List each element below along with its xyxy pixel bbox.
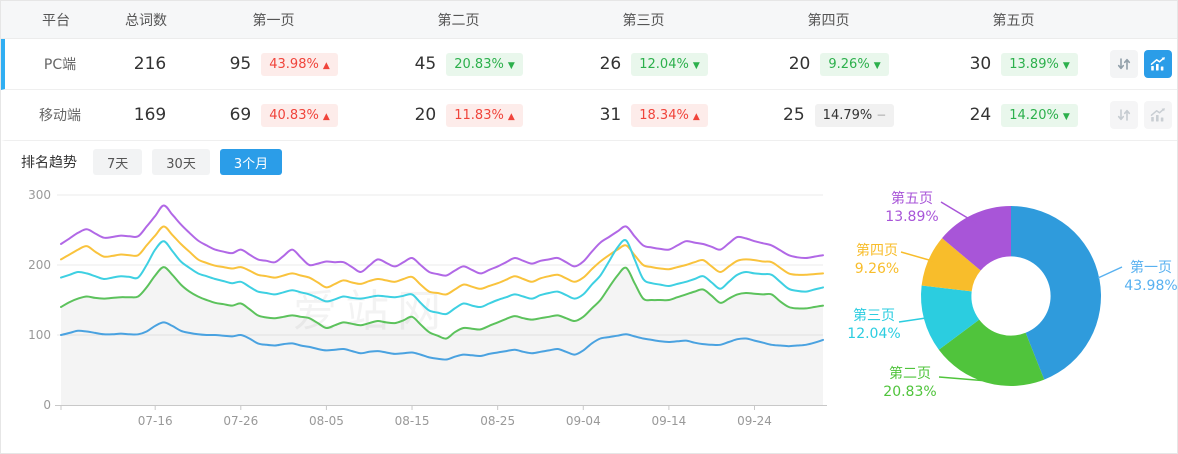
tab-7-days[interactable]: 7天 [93, 149, 143, 175]
total-words-value: 216 [133, 54, 167, 74]
page3-count: 31 [599, 105, 622, 125]
ranking-table: 平台 总词数 第一页 第二页 第三页 第四页 第五页 PC端 216 95 43.… [1, 1, 1177, 141]
donut-label-page2: 第二页 20.83% [883, 366, 937, 401]
svg-text:09-24: 09-24 [737, 414, 772, 428]
donut-label-page4: 第四页 9.26% [854, 243, 900, 278]
page5-count: 24 [969, 105, 992, 125]
header-page5: 第五页 [992, 12, 1035, 29]
header-page3: 第三页 [622, 12, 665, 29]
page3-change-badge: 12.04% ▼ [631, 52, 708, 76]
page4-count: 25 [783, 105, 805, 125]
tab-30-days[interactable]: 30天 [152, 149, 210, 175]
page1-change-badge: 40.83% ▲ [261, 103, 338, 127]
header-page4: 第四页 [807, 12, 850, 29]
platform-label: 移动端 [39, 108, 81, 124]
page2-change-badge: 20.83% ▼ [446, 52, 523, 76]
header-platform: 平台 [42, 12, 70, 29]
page4-change-badge: 14.79% − [814, 103, 895, 127]
table-header-row: 平台 总词数 第一页 第二页 第三页 第四页 第五页 [1, 1, 1177, 39]
header-page1: 第一页 [252, 12, 295, 29]
svg-text:100: 100 [28, 328, 51, 342]
svg-text:300: 300 [28, 188, 51, 202]
page5-change-badge: 13.89% ▼ [1001, 52, 1078, 76]
svg-text:200: 200 [28, 258, 51, 272]
trend-title: 排名趋势 [21, 155, 77, 171]
page3-count: 26 [599, 54, 622, 74]
donut-slice-page4[interactable] [921, 238, 981, 292]
page1-count: 95 [229, 54, 252, 74]
page4-change-badge: 9.26% ▼ [820, 52, 889, 76]
platform-label: PC端 [43, 57, 77, 73]
svg-text:09-14: 09-14 [651, 414, 686, 428]
trend-chart-icon[interactable] [1144, 101, 1172, 129]
svg-text:0: 0 [43, 398, 51, 412]
donut-label-page1: 第一页 43.98% [1124, 260, 1178, 295]
sort-icon[interactable] [1110, 50, 1138, 78]
donut-label-page5: 第五页 13.89% [885, 191, 939, 226]
page2-count: 20 [414, 105, 437, 125]
charts-area: 爱站网 010020030007-1607-2608-0508-1508-250… [1, 183, 1177, 451]
page4-count: 20 [788, 54, 811, 74]
page3-change-badge: 18.34% ▲ [631, 103, 708, 127]
svg-text:08-15: 08-15 [395, 414, 430, 428]
donut-chart [898, 201, 1123, 386]
tab-3-months[interactable]: 3个月 [219, 149, 283, 175]
svg-text:08-25: 08-25 [480, 414, 515, 428]
donut-slice-page1[interactable] [1011, 206, 1101, 380]
page1-count: 69 [229, 105, 252, 125]
page1-change-badge: 43.98% ▲ [261, 52, 338, 76]
total-words-value: 169 [133, 105, 167, 125]
trend-toolbar: 排名趋势 7天 30天 3个月 [1, 141, 1177, 183]
svg-text:08-05: 08-05 [309, 414, 344, 428]
table-row-pc[interactable]: PC端 216 95 43.98% ▲ 45 20.83% ▼ 26 12.04% ▼ 20… [1, 39, 1177, 90]
page-distribution-donut: 第一页 43.98% 第二页 20.83% 第三页 12.04% 第四页 9.26% 第五页 13… [831, 183, 1178, 451]
donut-slice-page3[interactable] [921, 285, 980, 350]
donut-label-page3: 第三页 12.04% [847, 308, 901, 343]
page2-count: 45 [414, 54, 437, 74]
svg-text:07-16: 07-16 [138, 414, 173, 428]
trend-chart-icon[interactable] [1144, 50, 1172, 78]
page2-change-badge: 11.83% ▲ [446, 103, 523, 127]
header-total-words: 总词数 [125, 12, 167, 29]
header-page2: 第二页 [437, 12, 480, 29]
sort-icon[interactable] [1110, 101, 1138, 129]
donut-slice-page2[interactable] [938, 319, 1045, 386]
svg-text:07-26: 07-26 [223, 414, 258, 428]
svg-text:09-04: 09-04 [566, 414, 601, 428]
table-row-mobile[interactable]: 移动端 169 69 40.83% ▲ 20 11.83% ▲ 31 18.34% ▲ 25… [1, 90, 1177, 141]
donut-slice-page5[interactable] [942, 206, 1011, 271]
trend-line-chart: 0 100 200 300 07-16 07-26 08-05 08-15 08-25 09-04… [28, 188, 827, 428]
page5-count: 30 [969, 54, 992, 74]
page5-change-badge: 14.20% ▼ [1001, 103, 1078, 127]
